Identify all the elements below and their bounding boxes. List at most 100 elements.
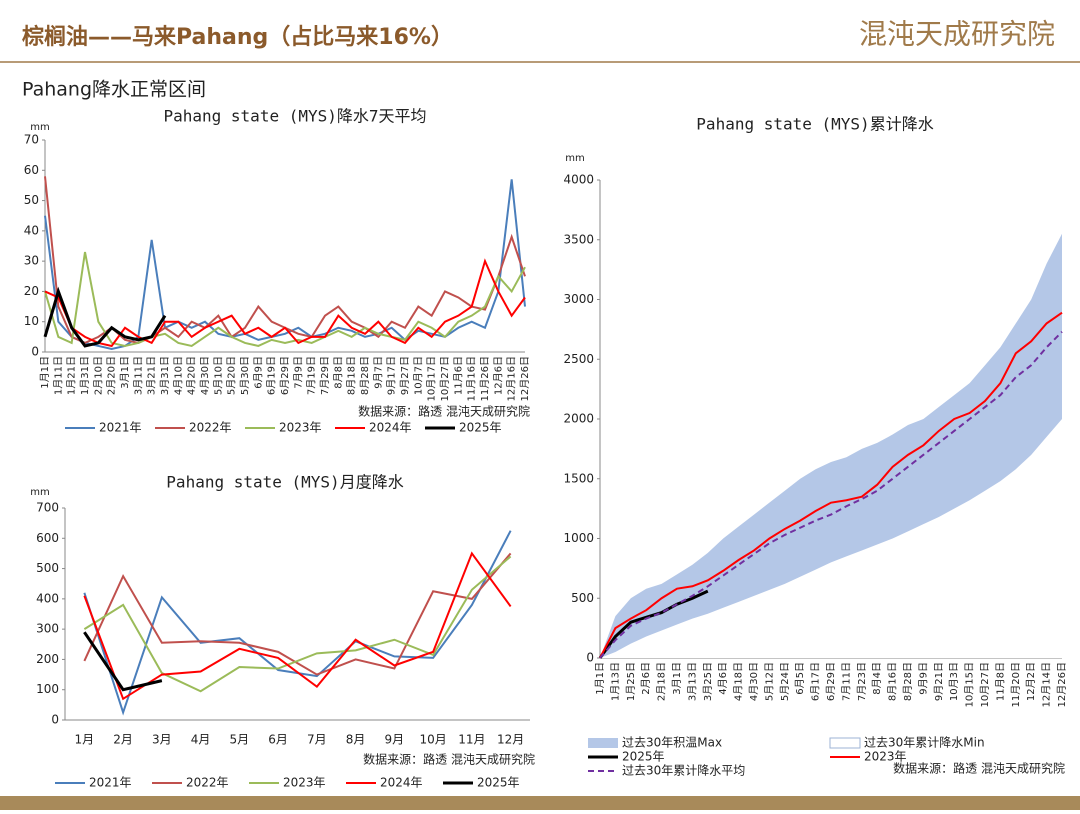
x-tick-label: 9月9日 <box>917 662 929 695</box>
legend-label: 2025年 <box>459 421 502 435</box>
x-tick-label: 12月 <box>497 733 524 747</box>
x-tick-label: 9月27日 <box>399 356 411 395</box>
slide-title: 棕榈油——马来Pahang（占比马来16%） <box>22 24 453 50</box>
x-tick-label: 8月18日 <box>346 356 358 395</box>
x-tick-label: 11月16日 <box>466 356 478 401</box>
x-tick-label: 3月13日 <box>686 662 698 701</box>
x-tick-label: 6月29日 <box>279 356 291 395</box>
series-line <box>599 311 1063 659</box>
x-tick-label: 9月17日 <box>386 356 398 395</box>
x-tick-label: 12月26日 <box>1056 662 1068 707</box>
x-tick-label: 8月28日 <box>902 662 914 701</box>
legend-label: 2023年 <box>279 421 322 435</box>
y-tick-label: 4000 <box>563 173 594 187</box>
y-tick-label: 400 <box>36 591 59 605</box>
x-tick-label: 4月10日 <box>172 356 184 395</box>
x-tick-label: 10月 <box>419 733 446 747</box>
x-tick-label: 12月2日 <box>1025 662 1037 701</box>
x-tick-label: 11月6日 <box>452 356 464 395</box>
x-tick-label: 12月16日 <box>506 356 518 401</box>
x-tick-label: 6月5日 <box>794 662 806 695</box>
x-tick-label: 1月11日 <box>52 356 64 395</box>
chart-title: Pahang state (MYS)降水7天平均 <box>163 107 426 126</box>
x-tick-label: 10月7日 <box>412 356 424 395</box>
y-tick-label: 3000 <box>563 292 594 306</box>
x-tick-label: 8月28日 <box>359 356 371 395</box>
y-tick-label: 60 <box>24 163 39 177</box>
y-tick-label: 70 <box>24 133 39 147</box>
x-tick-label: 4月30日 <box>748 662 760 701</box>
y-tick-label: 2500 <box>563 352 594 366</box>
series-line <box>83 552 512 676</box>
x-tick-label: 3月1日 <box>671 662 683 695</box>
y-tick-label: 3500 <box>563 232 594 246</box>
chart-title: Pahang state (MYS)累计降水 <box>696 115 933 134</box>
x-tick-label: 3月 <box>152 733 172 747</box>
subtitle: Pahang降水正常区间 <box>22 79 206 101</box>
series-line <box>83 631 163 692</box>
x-tick-label: 8月8日 <box>332 356 344 389</box>
x-tick-label: 1月13日 <box>609 662 621 701</box>
chart-title: Pahang state (MYS)月度降水 <box>166 473 403 492</box>
footer-bar <box>0 796 1080 810</box>
x-tick-label: 5月24日 <box>779 662 791 701</box>
x-tick-label: 4月30日 <box>199 356 211 395</box>
x-tick-label: 6月9日 <box>252 356 264 389</box>
legend-label: 2023年 <box>283 776 326 790</box>
x-tick-label: 10月27日 <box>979 662 991 707</box>
x-tick-label: 7月29日 <box>319 356 331 395</box>
y-tick-label: 500 <box>36 561 59 575</box>
x-tick-label: 1月25日 <box>625 662 637 701</box>
x-tick-label: 5月12日 <box>763 662 775 701</box>
unit-label: mm <box>30 487 49 498</box>
x-tick-label: 9月7日 <box>372 356 384 389</box>
x-tick-label: 8月4日 <box>871 662 883 695</box>
legend-label: 2021年 <box>99 421 142 435</box>
y-tick-label: 2000 <box>563 412 594 426</box>
x-tick-label: 2月20日 <box>106 356 118 395</box>
y-tick-label: 600 <box>36 531 59 545</box>
x-tick-label: 9月 <box>385 733 405 747</box>
series-line <box>83 555 512 693</box>
area <box>600 419 1062 658</box>
y-tick-label: 200 <box>36 652 59 666</box>
x-tick-label: 8月16日 <box>887 662 899 701</box>
y-tick-label: 1500 <box>563 471 594 485</box>
x-tick-label: 1月1日 <box>594 662 606 695</box>
y-tick-label: 0 <box>586 651 594 665</box>
x-tick-label: 2月 <box>113 733 133 747</box>
x-tick-label: 11月8日 <box>994 662 1006 701</box>
y-tick-label: 0 <box>31 345 39 359</box>
y-tick-label: 10 <box>24 314 39 328</box>
series-line <box>43 286 167 348</box>
y-tick-label: 40 <box>24 223 39 237</box>
x-tick-label: 12月14日 <box>1041 662 1053 707</box>
x-tick-label: 12月6日 <box>492 356 504 395</box>
x-tick-label: 5月 <box>230 733 250 747</box>
x-tick-label: 3月11日 <box>132 356 144 395</box>
x-tick-label: 6月29日 <box>825 662 837 701</box>
series-line <box>83 551 512 701</box>
source-note: 数据来源：路透 混沌天成研究院 <box>363 752 535 767</box>
y-tick-label: 700 <box>36 501 59 515</box>
x-tick-label: 4月18日 <box>733 662 745 701</box>
legend-label: 2025年 <box>622 750 665 764</box>
x-tick-label: 6月 <box>268 733 288 747</box>
y-tick-label: 300 <box>36 622 59 636</box>
legend-swatch <box>829 737 861 749</box>
y-tick-label: 0 <box>51 713 59 727</box>
legend-label: 过去30年积温Max <box>622 736 722 750</box>
x-tick-label: 1月31日 <box>79 356 91 395</box>
x-tick-label: 10月17日 <box>426 356 438 401</box>
x-tick-label: 11月 <box>458 733 485 747</box>
logo: 混沌天成研究院 <box>859 18 1055 51</box>
y-tick-label: 1000 <box>563 531 594 545</box>
legend-label: 2024年 <box>369 421 412 435</box>
y-tick-label: 50 <box>24 193 39 207</box>
legend-label: 2023年 <box>864 750 907 764</box>
y-tick-label: 500 <box>571 591 594 605</box>
y-tick-label: 100 <box>36 682 59 696</box>
x-tick-label: 6月17日 <box>810 662 822 701</box>
y-tick-label: 30 <box>24 254 39 268</box>
